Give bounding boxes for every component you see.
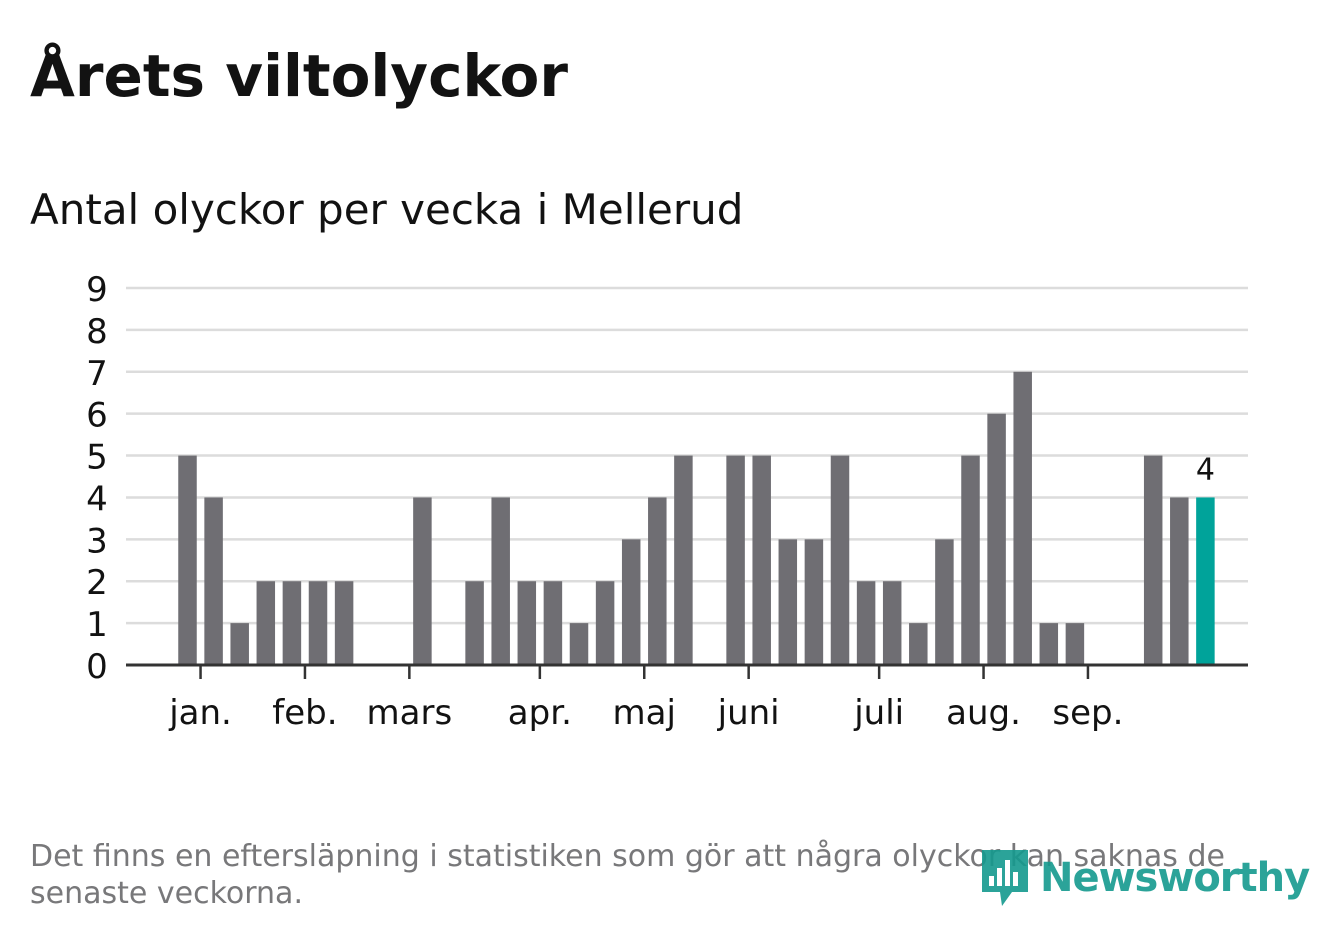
y-tick-label: 2 xyxy=(86,563,108,603)
y-tick-label: 4 xyxy=(86,479,108,519)
data-labels: 4 xyxy=(1196,452,1215,487)
x-tick-label: juni xyxy=(717,693,780,733)
y-tick-label: 7 xyxy=(86,354,108,394)
bar xyxy=(882,581,902,665)
y-tick-label: 8 xyxy=(86,312,108,352)
x-tick-label: jan. xyxy=(168,693,232,733)
bar xyxy=(256,581,276,665)
bar xyxy=(230,623,249,665)
y-tick-label: 3 xyxy=(86,521,108,561)
bar xyxy=(752,455,771,665)
bar xyxy=(178,455,197,665)
y-tick-label: 0 xyxy=(86,647,108,687)
bar xyxy=(804,539,824,665)
newsworthy-bars-icon xyxy=(982,850,1028,906)
bar xyxy=(308,581,328,665)
bar-highlight xyxy=(1196,497,1215,665)
bar xyxy=(1170,497,1189,665)
bar xyxy=(334,581,354,665)
newsworthy-logo: Newsworthy xyxy=(978,846,1310,910)
bar xyxy=(517,581,537,665)
bar xyxy=(1065,623,1085,665)
chart-title: Årets viltolyckor xyxy=(30,42,568,110)
bar xyxy=(282,581,302,665)
y-tick-label: 1 xyxy=(86,605,108,645)
bar xyxy=(204,497,223,665)
y-tick-label: 6 xyxy=(86,396,108,436)
bar xyxy=(674,455,693,665)
bar xyxy=(1143,455,1163,665)
bar xyxy=(830,455,850,665)
bar xyxy=(595,581,615,665)
x-tick-label: apr. xyxy=(508,693,572,733)
bar xyxy=(543,581,563,665)
bar xyxy=(491,497,510,665)
bar xyxy=(961,455,980,665)
y-tick-label: 9 xyxy=(86,270,108,310)
x-tick-label: mars xyxy=(367,693,453,733)
x-tick-label: sep. xyxy=(1052,693,1123,733)
chart-subtitle: Antal olyckor per vecka i Mellerud xyxy=(30,185,744,234)
bar xyxy=(726,455,745,665)
bar xyxy=(778,539,798,665)
bar xyxy=(569,623,589,665)
bar xyxy=(935,539,954,665)
bar xyxy=(648,497,667,665)
y-tick-label: 5 xyxy=(86,438,108,478)
bar xyxy=(1013,371,1032,665)
x-tick-label: juli xyxy=(853,693,904,733)
x-tick-label: feb. xyxy=(272,693,337,733)
bar xyxy=(856,581,876,665)
bar xyxy=(987,413,1006,665)
bar xyxy=(465,581,484,665)
logo-text: Newsworthy xyxy=(1040,855,1310,901)
x-tick-label: maj xyxy=(613,693,676,733)
bar xyxy=(1039,623,1059,665)
bars xyxy=(178,371,1215,665)
bar xyxy=(621,539,641,665)
bar xyxy=(413,497,432,665)
x-tick-label: aug. xyxy=(946,693,1021,733)
x-axis: jan. feb. mars apr. maj juni juli aug. sep. xyxy=(126,663,1248,733)
bar xyxy=(909,623,928,665)
data-label: 4 xyxy=(1196,452,1215,487)
